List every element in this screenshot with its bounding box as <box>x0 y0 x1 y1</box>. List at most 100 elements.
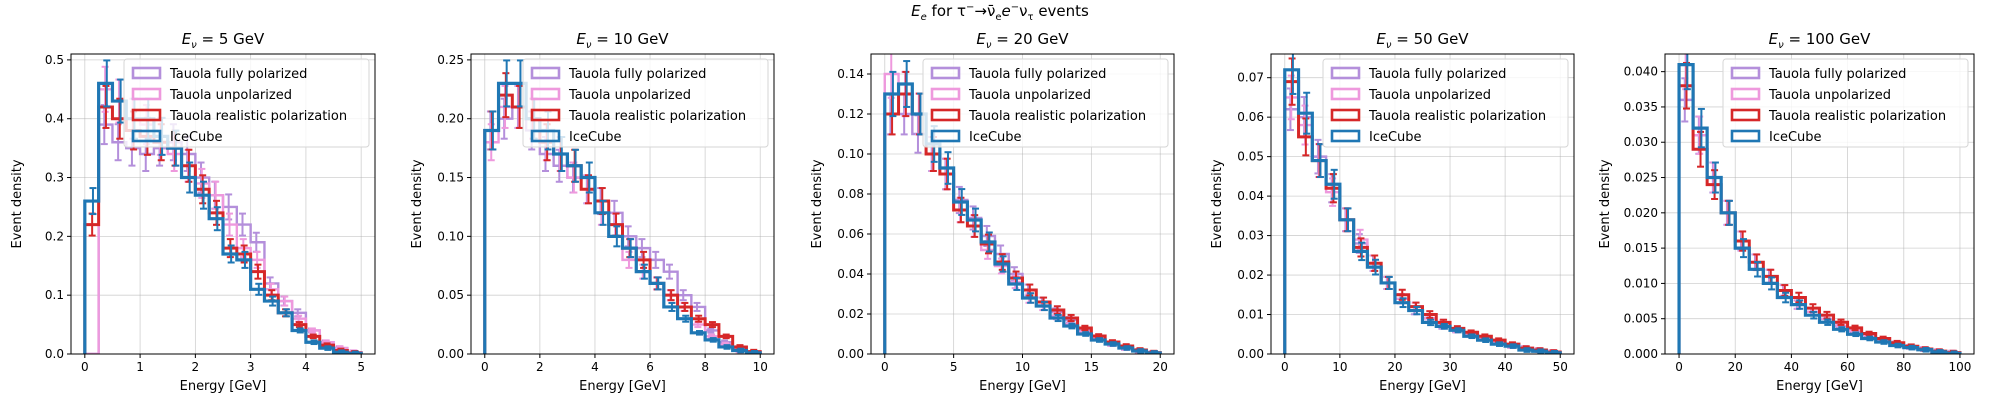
error-bar <box>665 263 673 280</box>
y-tick-label: 0.10 <box>437 229 464 243</box>
x-tick-label: 10 <box>1332 360 1347 374</box>
error-bar <box>1330 168 1338 200</box>
error-bar <box>186 161 194 194</box>
error-bar <box>1082 331 1090 337</box>
title-part: E <box>1769 30 1779 48</box>
error-bar <box>1509 343 1517 349</box>
y-tick-label: 0.00 <box>837 347 864 361</box>
error-bar <box>1711 161 1719 194</box>
error-bar <box>1537 348 1545 354</box>
legend-label: Tauola realistic polarization <box>1768 109 1946 124</box>
legend: Tauola fully polarized Tauola unpolarized… <box>522 58 769 148</box>
error-bar <box>693 301 701 312</box>
error-bar <box>295 321 303 329</box>
error-bar <box>1385 275 1393 290</box>
y-tick-label: 0.000 <box>1624 347 1658 361</box>
error-bar <box>599 199 607 226</box>
error-bar <box>281 295 289 307</box>
legend-frame <box>1722 58 1969 148</box>
error-bar <box>1427 318 1435 327</box>
title-part: = 50 GeV <box>1392 30 1470 48</box>
title-part: → <box>974 2 987 20</box>
error-bar <box>1697 107 1705 149</box>
error-bar <box>654 276 662 291</box>
y-tick-label: 0.08 <box>837 187 864 201</box>
error-bar <box>489 110 497 151</box>
error-bar <box>708 321 716 329</box>
x-tick-label: 8 <box>701 360 709 374</box>
legend-swatch <box>930 66 961 80</box>
error-bar <box>1880 339 1888 345</box>
legend-label: Tauola fully polarized <box>169 67 307 82</box>
legend-label: Tauola unpolarized <box>169 88 292 103</box>
y-tick-label: 0.00 <box>437 347 464 361</box>
error-bar <box>1303 91 1311 135</box>
legend-label: Tauola unpolarized <box>968 88 1091 103</box>
error-bar <box>1399 297 1407 309</box>
error-bar <box>1054 313 1062 323</box>
error-bar <box>338 349 346 354</box>
subplot-title: Eν = 100 GeV <box>1769 30 1871 51</box>
error-bar <box>89 187 97 216</box>
legend-swatch <box>1730 66 1761 80</box>
y-tick-label: 0.06 <box>837 227 864 241</box>
y-tick-label: 0.06 <box>1237 110 1264 124</box>
x-tick-label: 100 <box>1949 360 1972 374</box>
title-part: ν <box>1019 2 1027 20</box>
error-bar <box>572 148 580 183</box>
error-bar <box>1523 347 1531 353</box>
subplot-title: Eν = 50 GeV <box>1376 30 1469 51</box>
error-bar <box>1454 327 1462 334</box>
error-bar <box>999 255 1007 273</box>
legend-label: Tauola unpolarized <box>1768 88 1891 103</box>
x-tick-label: 1 <box>136 360 144 374</box>
error-bar <box>1824 318 1832 326</box>
legend-label: IceCube <box>969 130 1022 145</box>
error-bar <box>1289 54 1297 95</box>
error-bar <box>682 314 690 323</box>
legend: Tauola fully polarized Tauola unpolarized… <box>922 58 1169 148</box>
error-bar <box>1740 238 1748 259</box>
legend-swatch <box>1730 87 1761 101</box>
title-part: ν <box>1778 40 1784 51</box>
y-axis-label: Event density <box>10 159 25 248</box>
x-tick-label: 60 <box>1840 360 1855 374</box>
x-tick-label: 5 <box>357 360 365 374</box>
x-tick-label: 4 <box>302 360 310 374</box>
x-tick-label: 10 <box>753 360 768 374</box>
error-bar <box>309 333 317 340</box>
title-part: ν <box>586 40 592 51</box>
error-bar <box>1852 331 1860 338</box>
title-part: − <box>1011 2 1019 13</box>
title-part: ν̄ <box>987 2 995 20</box>
error-bar <box>1040 300 1048 312</box>
title-part: for τ <box>927 2 966 20</box>
title-part: e <box>1002 2 1011 20</box>
legend-swatch <box>1730 129 1761 143</box>
y-tick-label: 0.035 <box>1624 100 1658 114</box>
y-tick-label: 0.2 <box>45 229 64 243</box>
legend-swatch <box>930 87 961 101</box>
y-tick-label: 0.01 <box>1237 308 1264 322</box>
y-tick-label: 0.12 <box>837 107 864 121</box>
error-bar <box>681 301 689 312</box>
legend-swatch <box>131 129 162 143</box>
error-bar <box>1894 342 1902 349</box>
error-bar <box>737 347 745 354</box>
error-bar <box>213 206 221 232</box>
error-bar <box>985 231 993 253</box>
error-bar <box>282 308 290 318</box>
plot-area <box>1283 54 1562 354</box>
error-bar <box>585 161 593 194</box>
error-bar <box>238 212 246 237</box>
y-axis-label: Event density <box>1598 159 1613 248</box>
legend-frame <box>922 58 1169 148</box>
legend-label: IceCube <box>1369 130 1422 145</box>
error-bar <box>1851 324 1859 332</box>
x-tick-label: 30 <box>1442 360 1457 374</box>
legend-label: Tauola fully polarized <box>968 67 1106 82</box>
legend-swatch <box>1330 66 1361 80</box>
legend-label: Tauola fully polarized <box>1768 67 1906 82</box>
y-tick-label: 0.020 <box>1624 206 1658 220</box>
